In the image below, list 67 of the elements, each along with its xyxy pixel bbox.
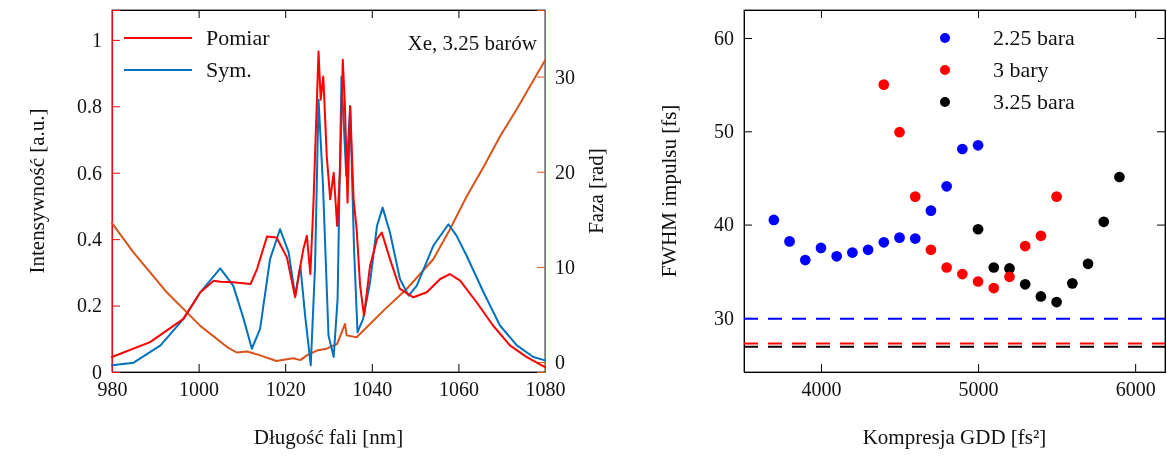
point <box>894 232 905 243</box>
point <box>972 276 984 287</box>
point <box>1051 296 1062 308</box>
point <box>878 79 890 90</box>
x-tick-label: 1020 <box>265 378 306 401</box>
y-tick-label: 0.8 <box>77 95 102 118</box>
y-tick-label: 0.4 <box>77 228 102 251</box>
y-tick-label: 60 <box>714 26 734 49</box>
point <box>847 247 858 258</box>
y-tick-label: 50 <box>714 120 734 143</box>
y2-tick-label: 10 <box>555 255 575 278</box>
point <box>1004 271 1015 283</box>
point <box>925 244 937 256</box>
x-tick-label: 1000 <box>179 378 220 401</box>
point <box>831 250 843 262</box>
y-axis-title: Intensywność [a.u.] <box>25 108 49 274</box>
y2-tick-label: 30 <box>555 65 575 88</box>
point <box>925 205 937 216</box>
x-tick-label: 1080 <box>525 378 566 401</box>
legend-label: Pomiar <box>206 25 271 50</box>
legend-label: 3 bary <box>993 57 1049 82</box>
point <box>862 244 874 256</box>
point <box>988 262 1000 273</box>
point <box>972 139 984 151</box>
point <box>988 282 1000 294</box>
legend-label: Sym. <box>206 57 252 82</box>
y2-tick-label: 0 <box>555 350 565 373</box>
point <box>941 262 952 273</box>
point <box>1082 258 1094 270</box>
y-tick-label: 30 <box>714 306 734 329</box>
point <box>1114 171 1125 183</box>
x-axis-title: Kompresja GDD [fs²] <box>862 425 1047 449</box>
point <box>878 236 890 248</box>
y-tick-label: 1 <box>92 28 102 51</box>
point <box>894 126 905 138</box>
x-tick-label: 1060 <box>438 378 479 401</box>
point <box>1051 191 1062 202</box>
point <box>1035 291 1047 302</box>
point <box>957 268 968 280</box>
point <box>957 143 968 155</box>
point <box>909 233 921 244</box>
legend-label: 2.25 bara <box>993 25 1076 50</box>
x-tick-label: 6000 <box>1115 378 1156 401</box>
point <box>799 254 811 266</box>
y-tick-label: 0.2 <box>77 294 102 317</box>
point <box>784 236 795 247</box>
y-axis-title: FWHM impulsu [fs] <box>657 104 681 278</box>
annotation: Xe, 3.25 barów <box>407 31 538 55</box>
x-tick-label: 4000 <box>801 378 842 401</box>
point <box>1098 216 1110 228</box>
y2-tick-label: 20 <box>555 160 575 183</box>
point <box>941 180 952 192</box>
y-tick-label: 0.6 <box>77 161 102 184</box>
point <box>815 242 827 254</box>
legend-label: 3.25 bara <box>993 89 1076 114</box>
point <box>1066 278 1078 289</box>
point <box>972 223 984 235</box>
x-tick-label: 5000 <box>958 378 999 401</box>
point <box>768 214 780 226</box>
point <box>1019 278 1031 290</box>
y-tick-label: 40 <box>714 213 734 236</box>
point <box>1035 230 1047 242</box>
x-axis-title: Długość fali [nm] <box>253 425 404 449</box>
y2-axis-title: Faza [rad] <box>584 148 608 234</box>
x-tick-label: 1040 <box>352 378 393 401</box>
point <box>1019 240 1031 252</box>
point <box>909 191 921 202</box>
